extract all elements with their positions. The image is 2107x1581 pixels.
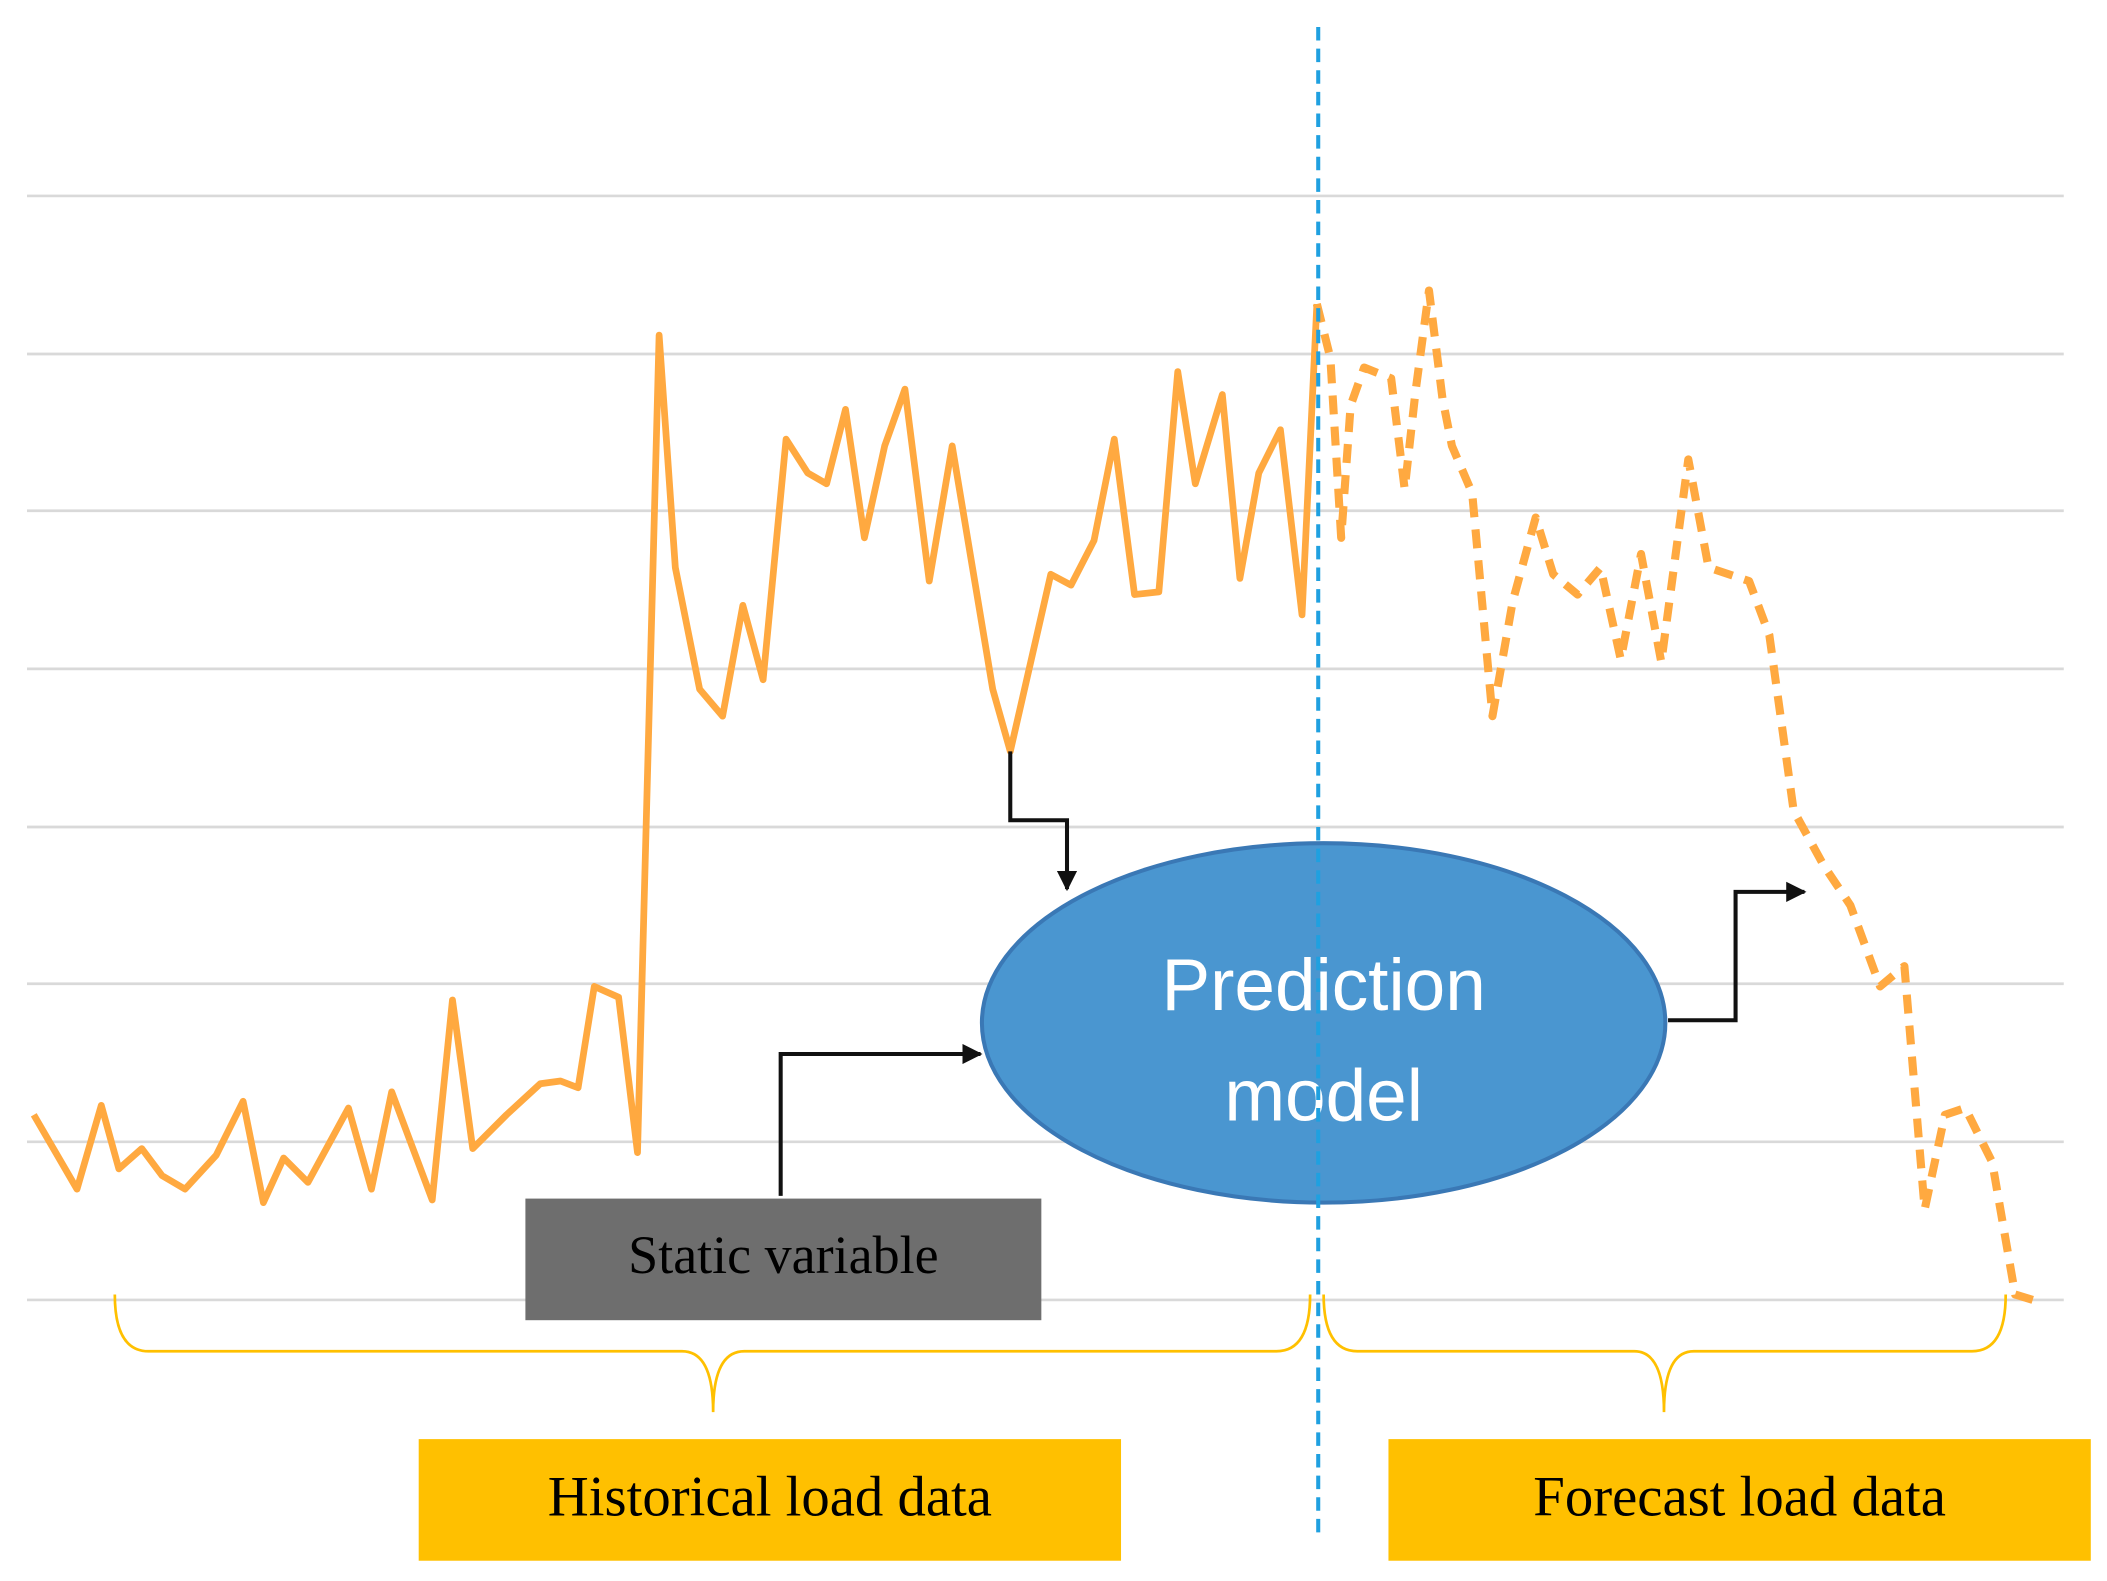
arrow [1008,751,1078,892]
arrow [778,1043,983,1196]
static-box [525,1198,1042,1321]
historical-label: Historical load data [548,1466,992,1529]
historical-line [30,303,1321,1207]
historical-box [418,1439,1122,1561]
model-ellipse [979,841,1668,1205]
static-label: Static variable [628,1225,938,1285]
model-label: model [1224,1056,1423,1137]
forecast-line [1312,286,2034,1304]
forecast-box [1388,1439,2091,1561]
model-label: Prediction [1161,945,1485,1026]
arrow [1668,881,1807,1023]
braces [113,1294,2008,1413]
forecast-label: Forecast load data [1533,1466,1946,1529]
